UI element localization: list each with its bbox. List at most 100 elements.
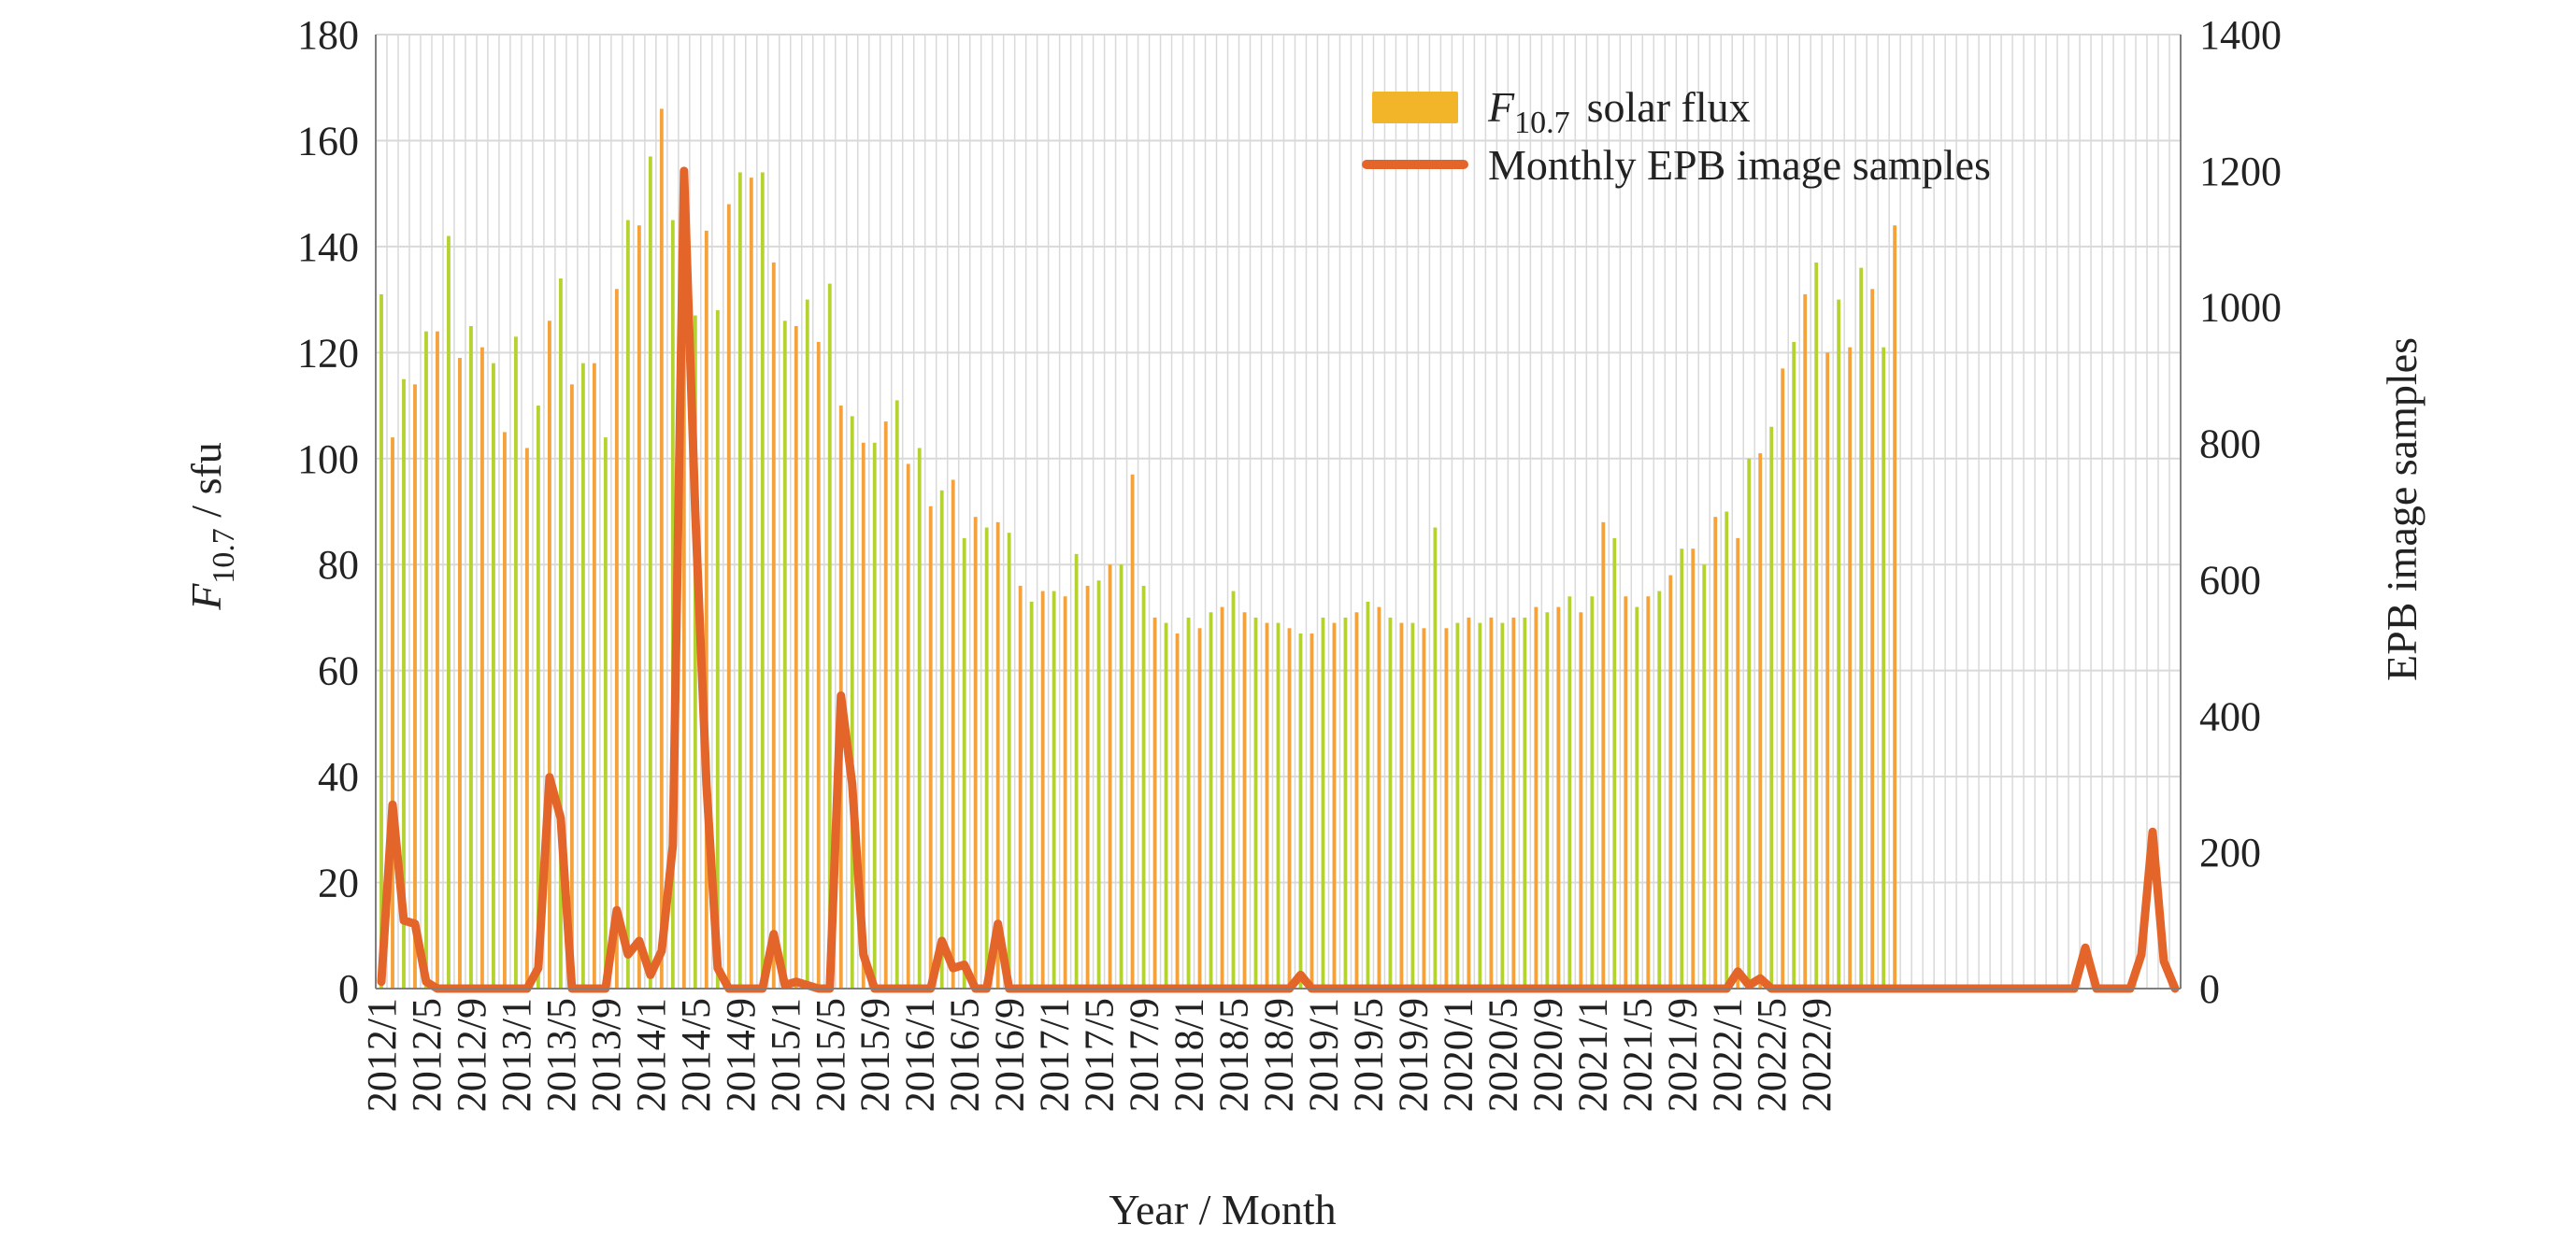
x-tick-label: 2017/1: [1032, 998, 1078, 1112]
flux-bar: [782, 320, 787, 989]
flux-bar: [883, 421, 888, 989]
flux-bar: [492, 363, 495, 990]
flux-bar: [1467, 617, 1471, 989]
x-tick-label: 2012/9: [449, 998, 494, 1112]
flux-bar: [1500, 622, 1505, 989]
flux-bar: [1590, 596, 1595, 989]
flux-bar: [1141, 585, 1146, 989]
flux-bar: [1646, 596, 1651, 989]
flux-bar: [1803, 293, 1808, 989]
flux-bar: [1388, 617, 1393, 989]
flux-bar: [524, 448, 529, 989]
y2-tick-label: 600: [2199, 557, 2261, 603]
legend-flux-swatch: [1372, 92, 1458, 123]
flux-bar: [1523, 617, 1527, 989]
flux-bar: [1343, 617, 1348, 989]
flux-bar: [861, 442, 866, 989]
flux-bar: [625, 220, 630, 989]
x-tick-label: 2013/1: [494, 998, 539, 1112]
y-tick-label: 20: [318, 861, 359, 906]
flux-bar: [917, 448, 922, 989]
flux-bar: [1040, 591, 1045, 989]
flux-bar: [1085, 585, 1090, 989]
flux-bar: [1332, 622, 1337, 989]
flux-bar: [1478, 622, 1482, 989]
y2-tick-label: 1400: [2199, 12, 2282, 58]
flux-bar: [569, 384, 574, 989]
flux-bar: [1691, 548, 1696, 989]
flux-bar: [1108, 564, 1112, 989]
flux-bar: [648, 156, 652, 989]
flux-bar: [391, 437, 394, 990]
flux-bar: [760, 172, 765, 989]
flux-bar: [939, 490, 944, 989]
legend: F10.7 solar flux Monthly EPB image sample…: [1362, 83, 1991, 189]
flux-bar: [894, 400, 899, 990]
flux-bar: [1231, 591, 1236, 989]
x-tick-label: 2017/9: [1122, 998, 1167, 1112]
flux-bar: [681, 283, 686, 989]
y2-tick-label: 800: [2199, 421, 2261, 467]
flux-bar: [469, 325, 473, 989]
flux-bar: [726, 204, 731, 989]
flux-bar: [794, 325, 798, 989]
flux-bar: [1074, 553, 1079, 989]
flux-bar: [973, 517, 978, 989]
flux-bar: [1366, 601, 1370, 989]
flux-bar: [1377, 606, 1381, 989]
flux-bar: [447, 235, 451, 990]
x-tick-label: 2018/5: [1211, 998, 1257, 1112]
flux-bar: [1848, 347, 1853, 989]
flux-bar: [1399, 622, 1404, 989]
flux-bar: [614, 289, 619, 989]
y-tick-label: 160: [297, 118, 359, 164]
flux-bar: [1063, 596, 1067, 989]
flux-bar: [1354, 612, 1359, 989]
flux-bar: [1882, 347, 1886, 989]
flux-bar: [1713, 517, 1718, 989]
flux-bar: [1007, 533, 1011, 989]
flux-bar: [1870, 289, 1875, 989]
y-axis-title-unit: / sfu: [182, 442, 230, 528]
y-tick-label: 140: [297, 224, 359, 270]
flux-bar: [1893, 225, 1897, 989]
y2-tick-label: 200: [2199, 830, 2261, 876]
x-tick-label: 2012/1: [359, 998, 405, 1112]
flux-bar: [928, 506, 933, 989]
flux-bar: [1792, 341, 1796, 989]
legend-flux-subscript: 10.7: [1514, 106, 1570, 140]
flux-bar: [1052, 591, 1056, 989]
flux-bar: [906, 463, 910, 989]
flux-bar: [458, 358, 462, 989]
flux-bar: [1152, 617, 1157, 989]
flux-bar: [1119, 564, 1123, 989]
flux-bar: [951, 479, 955, 989]
flux-bar: [1287, 628, 1292, 989]
x-tick-label: 2019/9: [1390, 998, 1436, 1112]
flux-bar: [1455, 622, 1460, 989]
x-tick-label: 2016/1: [897, 998, 943, 1112]
flux-bar: [1130, 474, 1135, 989]
flux-bar: [1433, 527, 1438, 989]
flux-bar: [379, 293, 383, 989]
flux-bar: [771, 262, 776, 990]
flux-bar: [1624, 596, 1628, 989]
legend-flux-name: solar flux: [1587, 83, 1751, 131]
flux-bar: [1814, 262, 1819, 990]
flux-bar: [1309, 633, 1314, 989]
x-tick-label: 2022/5: [1749, 998, 1795, 1112]
flux-bar: [1410, 622, 1415, 989]
flux-bar: [413, 384, 417, 989]
y-tick-label: 60: [318, 648, 359, 694]
x-tick-label: 2021/9: [1659, 998, 1705, 1112]
flux-bar: [1253, 617, 1258, 989]
flux-bar: [659, 108, 664, 989]
x-tick-label: 2014/9: [718, 998, 764, 1112]
flux-bar: [580, 363, 585, 990]
y2-axis-title: EPB image samples: [2378, 337, 2426, 681]
x-tick-label: 2020/5: [1480, 998, 1525, 1112]
x-tick-label: 2020/1: [1435, 998, 1481, 1112]
flux-bar: [1612, 537, 1617, 989]
